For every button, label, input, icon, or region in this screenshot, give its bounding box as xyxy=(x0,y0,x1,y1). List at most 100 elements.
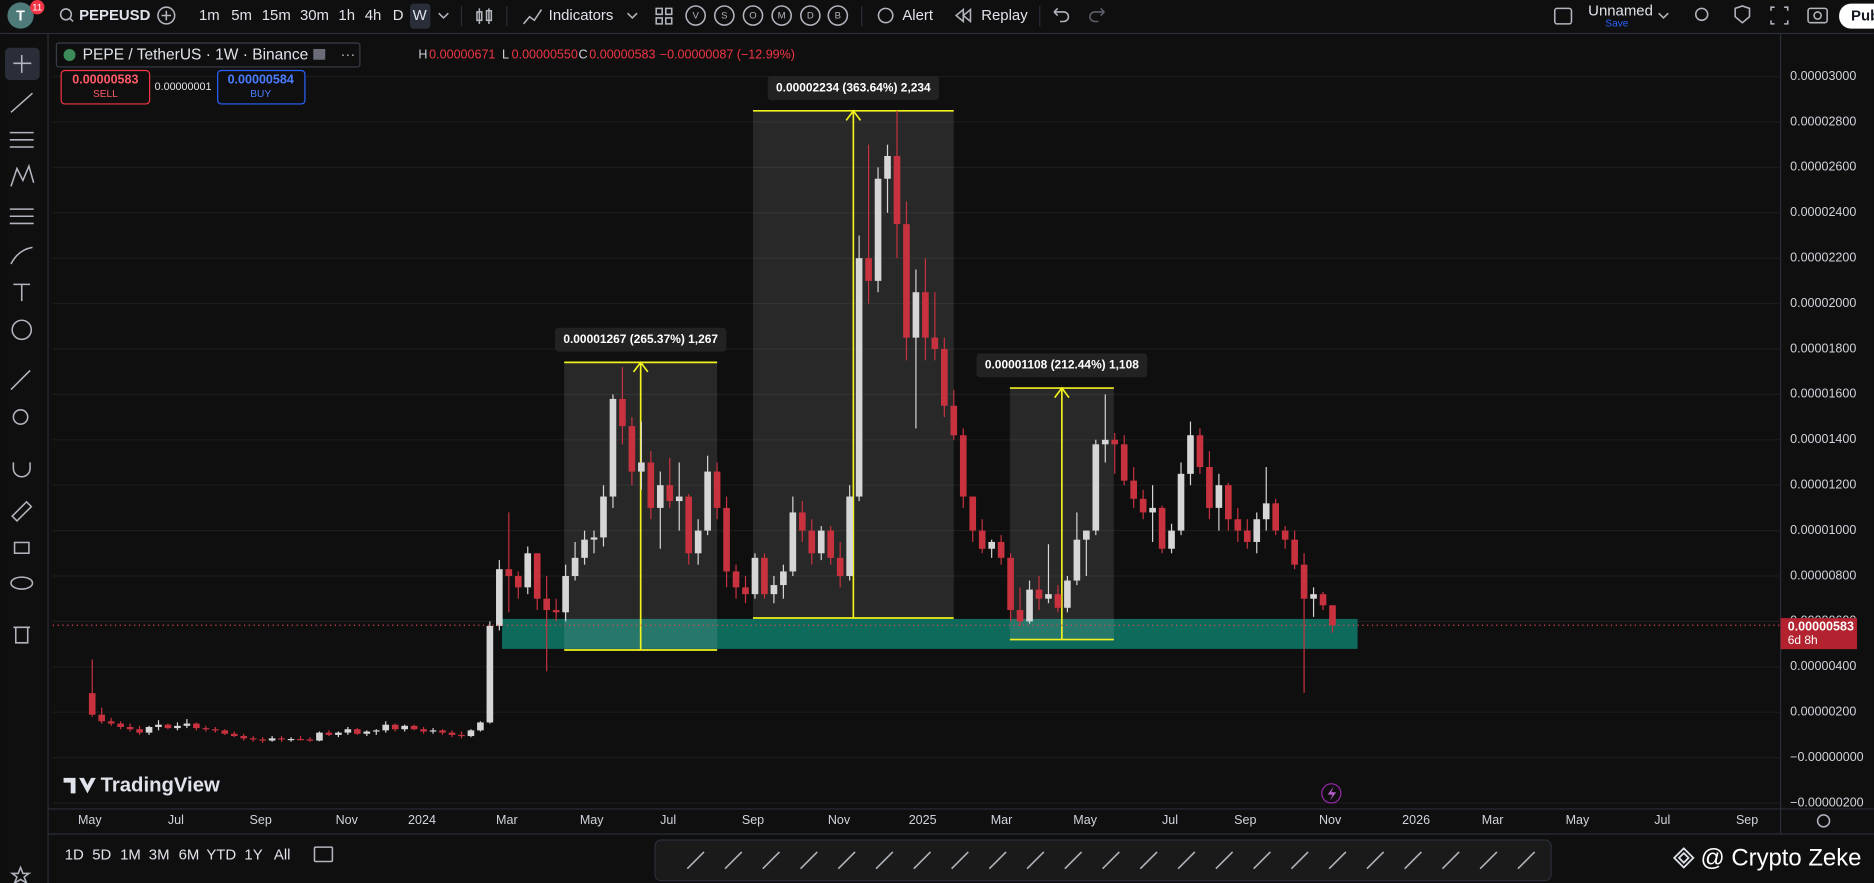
draw-tool[interactable] xyxy=(1102,851,1120,870)
draw-tool[interactable] xyxy=(762,851,781,870)
quick-button[interactable] xyxy=(800,5,821,26)
tool-fib[interactable] xyxy=(9,131,34,148)
x-tick-label: Sep xyxy=(1234,813,1256,827)
draw-tool[interactable] xyxy=(875,851,894,870)
tool-trash[interactable] xyxy=(13,626,31,644)
tool-lock-draw[interactable] xyxy=(11,500,33,523)
candle-body xyxy=(1130,480,1137,499)
alert-button[interactable]: Alert xyxy=(902,7,934,24)
interval-button[interactable]: 4h xyxy=(365,7,382,24)
legend-title-box[interactable] xyxy=(55,42,361,68)
candle-body xyxy=(1253,519,1261,542)
range-button[interactable]: All xyxy=(274,846,291,863)
draw-tool[interactable] xyxy=(1215,851,1234,870)
snapshot[interactable] xyxy=(1807,7,1828,24)
interval-button[interactable]: D xyxy=(393,7,404,24)
notification-badge[interactable] xyxy=(30,0,45,15)
publish-button[interactable]: Pub xyxy=(1851,8,1874,25)
draw-tool[interactable] xyxy=(1517,851,1536,870)
symbol[interactable]: PEPEUSD xyxy=(79,7,151,24)
indicators-menu[interactable] xyxy=(626,12,638,20)
interval-button[interactable]: 5m xyxy=(231,7,252,24)
draw-tool[interactable] xyxy=(1366,851,1385,870)
fullscreen[interactable] xyxy=(1770,6,1789,25)
range-button[interactable]: 1D xyxy=(65,846,84,863)
goto-date[interactable] xyxy=(313,846,334,863)
tool-text[interactable] xyxy=(13,283,31,302)
y-tick-label: 0.00002200 xyxy=(1790,250,1856,264)
buy-button[interactable] xyxy=(217,69,306,105)
publish-button-bg[interactable] xyxy=(1839,3,1874,29)
tool-brush[interactable] xyxy=(10,246,33,265)
candle-body xyxy=(874,178,882,281)
quick-search[interactable] xyxy=(1694,7,1709,22)
add-symbol[interactable] xyxy=(157,6,176,25)
interval-button[interactable]: 1h xyxy=(338,7,355,24)
interval-button[interactable]: 1m xyxy=(199,7,220,24)
tool-forecast[interactable] xyxy=(9,208,34,225)
favorites[interactable] xyxy=(9,865,32,883)
candle-body xyxy=(486,625,494,723)
undo[interactable] xyxy=(1053,7,1070,23)
quick-button[interactable] xyxy=(771,5,793,26)
indicators-button[interactable]: Indicators xyxy=(549,7,614,24)
layout-name[interactable]: Unnamed xyxy=(1588,2,1653,19)
tool-pattern[interactable] xyxy=(10,163,35,187)
avatar[interactable] xyxy=(7,2,34,29)
draw-tool[interactable] xyxy=(1290,851,1309,870)
more-icon[interactable]: ··· xyxy=(340,46,355,63)
tradingview-logo xyxy=(63,777,96,794)
save-button[interactable]: Save xyxy=(1605,19,1628,30)
layout-menu[interactable] xyxy=(1658,12,1669,20)
interval-button[interactable]: 30m xyxy=(300,7,329,24)
tool-trendline[interactable] xyxy=(10,92,34,113)
event-icon[interactable] xyxy=(1321,783,1342,804)
draw-tool[interactable] xyxy=(913,851,932,870)
draw-tool[interactable] xyxy=(1328,851,1347,870)
tool-zoom[interactable] xyxy=(12,409,29,425)
quick-button[interactable] xyxy=(713,5,735,26)
tool-lock[interactable] xyxy=(13,541,30,554)
draw-tool[interactable] xyxy=(1064,851,1083,870)
search-icon[interactable] xyxy=(59,8,73,21)
layouts-icon[interactable] xyxy=(655,7,673,25)
redo[interactable] xyxy=(1089,7,1105,23)
range-button[interactable]: YTD xyxy=(206,846,236,863)
sell-button[interactable] xyxy=(60,69,151,105)
tool-ruler[interactable] xyxy=(10,369,31,391)
chart-type[interactable] xyxy=(476,8,493,24)
interval-button[interactable]: W xyxy=(413,7,428,24)
draw-tool[interactable] xyxy=(1404,851,1422,870)
tool-magnet[interactable] xyxy=(12,462,31,478)
draw-tool[interactable] xyxy=(1479,851,1498,870)
draw-tool[interactable] xyxy=(724,851,743,870)
draw-tool[interactable] xyxy=(1441,851,1460,870)
draw-tool[interactable] xyxy=(1177,851,1196,870)
settings[interactable] xyxy=(1734,5,1751,24)
draw-tool[interactable] xyxy=(799,851,818,870)
tool-eye[interactable] xyxy=(10,576,34,590)
draw-tool[interactable] xyxy=(988,851,1007,870)
draw-tool[interactable] xyxy=(1139,851,1158,870)
draw-tool[interactable] xyxy=(1026,851,1045,870)
flag-icon[interactable] xyxy=(313,48,326,60)
layout-icon[interactable] xyxy=(1553,7,1573,25)
axis-settings[interactable] xyxy=(1816,814,1831,828)
replay-button[interactable]: Replay xyxy=(981,7,1028,24)
tool-cross[interactable] xyxy=(13,54,32,73)
range-button[interactable]: 3M xyxy=(149,846,170,863)
draw-tool[interactable] xyxy=(686,851,705,870)
range-button[interactable]: 5D xyxy=(92,846,111,863)
draw-tool[interactable] xyxy=(837,851,856,870)
quick-button[interactable] xyxy=(827,5,849,26)
interval-menu[interactable] xyxy=(438,12,449,20)
quick-button[interactable] xyxy=(685,5,706,26)
range-button[interactable]: 1Y xyxy=(244,846,262,863)
tool-emoji[interactable] xyxy=(11,319,33,341)
draw-tool[interactable] xyxy=(1253,851,1271,870)
interval-button[interactable]: 15m xyxy=(262,7,291,24)
range-button[interactable]: 1M xyxy=(120,846,141,863)
quick-button[interactable] xyxy=(742,5,764,26)
range-button[interactable]: 6M xyxy=(179,846,200,863)
draw-tool[interactable] xyxy=(951,851,969,870)
